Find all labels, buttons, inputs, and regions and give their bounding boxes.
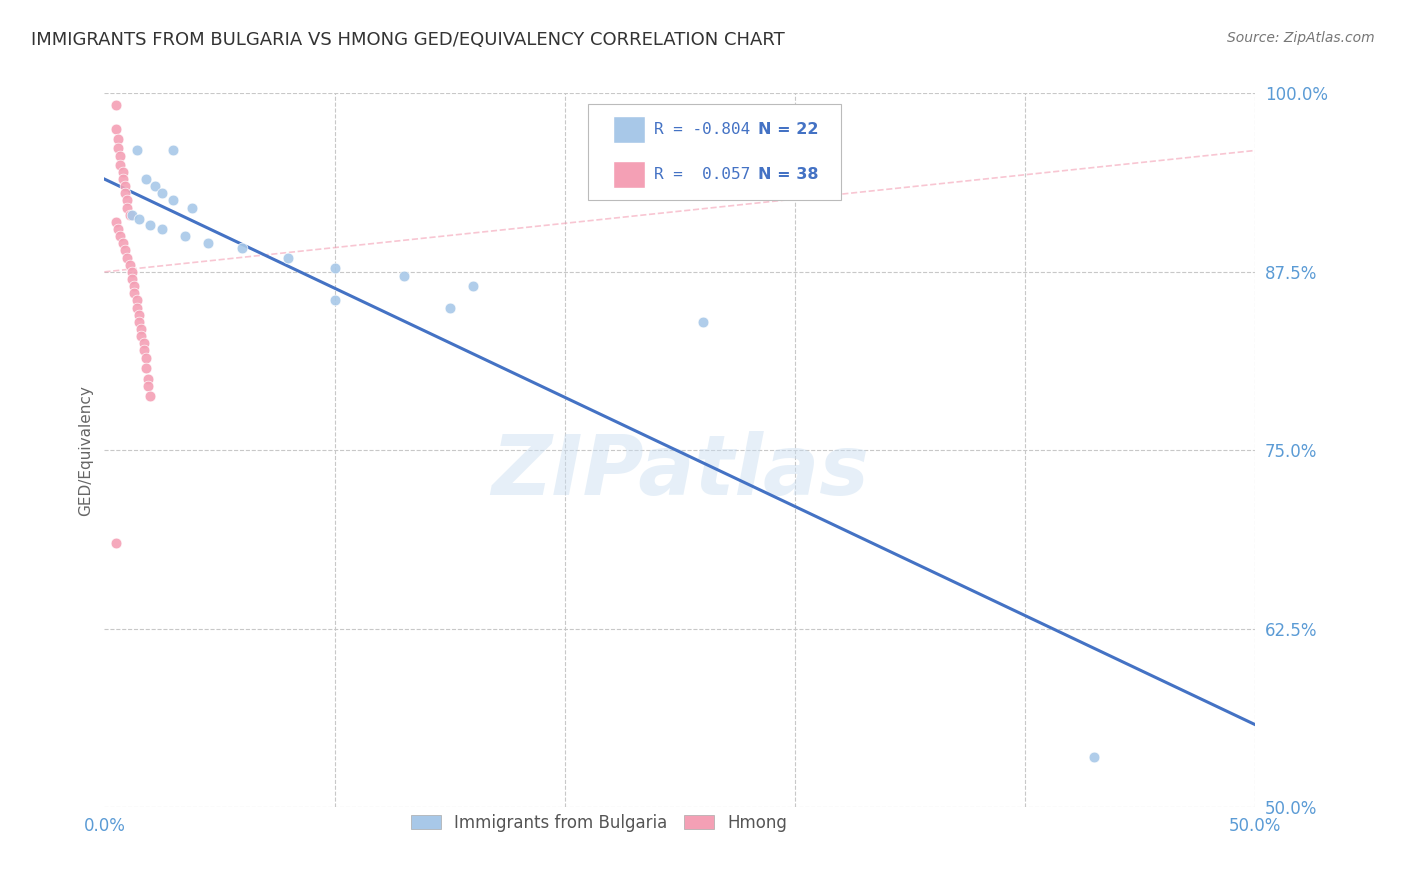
Text: Source: ZipAtlas.com: Source: ZipAtlas.com [1227, 31, 1375, 45]
Point [114, 244, 136, 258]
Point [162, 194, 184, 208]
Point [107, 141, 129, 155]
Point [117, 251, 139, 265]
Point [110, 158, 132, 172]
Point [121, 208, 143, 222]
FancyBboxPatch shape [588, 104, 841, 201]
Point [118, 208, 141, 222]
Point [162, 144, 184, 158]
Point [143, 179, 166, 194]
Text: IMMIGRANTS FROM BULGARIA VS HMONG GED/EQUIVALENCY CORRELATION CHART: IMMIGRANTS FROM BULGARIA VS HMONG GED/EQ… [31, 31, 785, 49]
Y-axis label: GED/Equivalency: GED/Equivalency [79, 385, 93, 516]
Point [323, 293, 346, 308]
Point [197, 236, 219, 251]
Point [174, 229, 197, 244]
Point [139, 218, 162, 232]
Point [128, 308, 150, 322]
Point [150, 222, 173, 236]
Bar [613, 161, 645, 188]
Point [125, 293, 148, 308]
Point [117, 194, 139, 208]
Text: N = 38: N = 38 [758, 168, 818, 182]
Point [104, 215, 127, 229]
Point [117, 201, 139, 215]
Point [135, 360, 157, 375]
Point [125, 301, 148, 315]
Point [132, 336, 155, 351]
Text: R =  0.057: R = 0.057 [654, 168, 751, 182]
Point [111, 172, 134, 186]
Point [439, 301, 461, 315]
Point [136, 379, 159, 393]
Point [111, 165, 134, 179]
Point [461, 279, 484, 293]
Point [107, 132, 129, 146]
Point [135, 172, 157, 186]
Point [114, 186, 136, 201]
Text: R = -0.804: R = -0.804 [654, 122, 751, 137]
Point [150, 186, 173, 201]
Point [110, 229, 132, 244]
Point [125, 144, 148, 158]
Point [136, 372, 159, 386]
Point [121, 272, 143, 286]
Point [124, 286, 146, 301]
Text: N = 22: N = 22 [758, 122, 818, 137]
Point [129, 322, 152, 336]
Point [118, 258, 141, 272]
Point [323, 260, 346, 275]
Point [128, 315, 150, 329]
Point [104, 122, 127, 136]
Point [277, 251, 299, 265]
Point [104, 536, 127, 550]
Point [135, 351, 157, 365]
Point [128, 212, 150, 227]
Text: ZIPatlas: ZIPatlas [491, 432, 869, 512]
Point [107, 222, 129, 236]
Point [110, 149, 132, 163]
Legend: Immigrants from Bulgaria, Hmong: Immigrants from Bulgaria, Hmong [405, 807, 794, 838]
Point [121, 265, 143, 279]
Point [231, 241, 253, 255]
Point [132, 343, 155, 358]
Point [124, 279, 146, 293]
Point [139, 389, 162, 403]
Point [1083, 750, 1105, 764]
Point [114, 179, 136, 194]
Point [692, 315, 714, 329]
Point [129, 329, 152, 343]
Point [111, 236, 134, 251]
Point [392, 269, 415, 284]
Bar [613, 116, 645, 144]
Point [180, 201, 202, 215]
Point [104, 97, 127, 112]
